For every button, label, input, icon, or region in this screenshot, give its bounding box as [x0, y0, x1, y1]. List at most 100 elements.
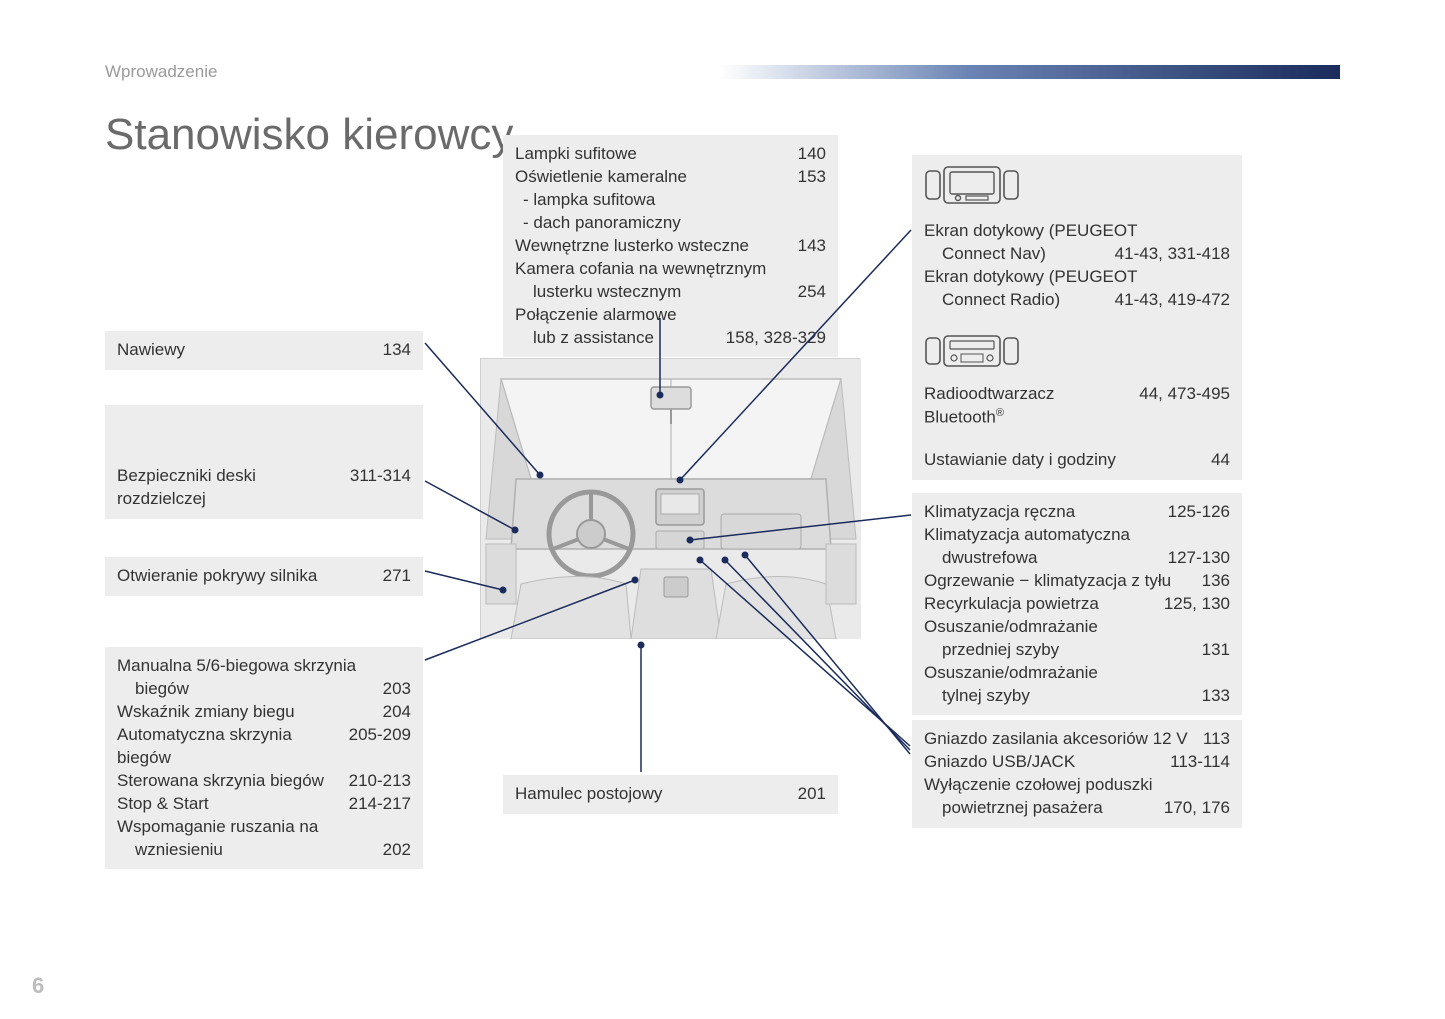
row-pages: 44	[1211, 449, 1230, 472]
index-row: Klimatyzacja ręczna125-126	[924, 501, 1230, 524]
row-pages: 202	[383, 839, 411, 862]
index-row: biegów203	[117, 678, 411, 701]
row-pages: 136	[1202, 570, 1230, 593]
row-label: Klimatyzacja ręczna	[924, 501, 1168, 524]
row-label: Kamera cofania na wewnętrznym	[515, 258, 826, 281]
row-label: przedniej szyby	[924, 639, 1202, 662]
section-label: Wprowadzenie	[105, 62, 217, 82]
header-gradient-bar	[720, 65, 1340, 79]
row-label: Klimatyzacja automatyczna	[924, 524, 1230, 547]
row-label: Ogrzewanie − klimatyzacja z tyłu	[924, 570, 1202, 593]
index-row: Połączenie alarmowe	[515, 304, 826, 327]
index-row: Ekran dotykowy (PEUGEOT	[924, 266, 1230, 289]
row-pages: 113-114	[1170, 751, 1230, 774]
row-pages: 205-209	[349, 724, 411, 747]
index-row: dwustrefowa127-130	[924, 547, 1230, 570]
index-row: przedniej szyby131	[924, 639, 1230, 662]
row-pages: 41-43, 419-472	[1115, 289, 1230, 312]
row-pages: 204	[383, 701, 411, 724]
index-row: Connect Nav)41-43, 331-418	[924, 243, 1230, 266]
row-label: Ekran dotykowy (PEUGEOT	[924, 220, 1230, 243]
row-label: Lampki sufitowe	[515, 143, 798, 166]
row-label: Manualna 5/6-biegowa skrzynia	[117, 655, 411, 678]
index-row: Wspomaganie ruszania na	[117, 816, 411, 839]
index-row: lub z assistance158, 328-329	[515, 327, 826, 350]
row-pages: 125-126	[1168, 501, 1230, 524]
row-label: Otwieranie pokrywy silnika	[117, 565, 383, 588]
row-label: lub z assistance	[515, 327, 726, 350]
box-left-bonnet: Otwieranie pokrywy silnika271	[105, 557, 423, 596]
row-label: biegów	[117, 678, 383, 701]
index-row: Wewnętrzne lusterko wsteczne143	[515, 235, 826, 258]
row-pages: 143	[798, 235, 826, 258]
row-label: Stop & Start	[117, 793, 349, 816]
row-pages: 125, 130	[1164, 593, 1230, 616]
row-pages: 158, 328-329	[726, 327, 826, 350]
bullet-item: - lampka sufitowa	[515, 189, 826, 212]
row-pages: 131	[1202, 639, 1230, 662]
index-row: wzniesieniu202	[117, 839, 411, 862]
row-label: Sterowana skrzynia biegów	[117, 770, 349, 793]
index-row: Radioodtwarzacz Bluetooth®44, 473-495	[924, 383, 1230, 430]
index-row: Gniazdo zasilania akcesoriów 12 V113	[924, 728, 1230, 751]
bullet-item: - dach panoramiczny	[515, 212, 826, 235]
row-pages: 113	[1203, 728, 1230, 751]
index-row: Oświetlenie kameralne153	[515, 166, 826, 189]
row-label: Recyrkulacja powietrza	[924, 593, 1164, 616]
row-label: Wyłączenie czołowej poduszki	[924, 774, 1230, 797]
row-label: Ekran dotykowy (PEUGEOT	[924, 266, 1230, 289]
row-label: Osuszanie/odmrażanie	[924, 616, 1230, 639]
row-pages: 153	[798, 166, 826, 189]
index-row: Recyrkulacja powietrza125, 130	[924, 593, 1230, 616]
row-label: Radioodtwarzacz Bluetooth®	[924, 383, 1139, 430]
row-label: Wspomaganie ruszania na	[117, 816, 411, 839]
row-label: dwustrefowa	[924, 547, 1168, 570]
row-label: Wskaźnik zmiany biegu	[117, 701, 383, 724]
page-number: 6	[32, 973, 44, 999]
index-row: Osuszanie/odmrażanie	[924, 616, 1230, 639]
index-row: Osuszanie/odmrażanie	[924, 662, 1230, 685]
touchscreen-icon	[924, 165, 1230, 212]
index-row: Hamulec postojowy201	[515, 783, 826, 806]
row-pages: 214-217	[349, 793, 411, 816]
row-pages: 254	[798, 281, 826, 304]
index-row: Automatyczna skrzynia biegów205-209	[117, 724, 411, 770]
box-top-center: Lampki sufitowe140Oświetlenie kameralne1…	[503, 135, 838, 357]
row-label: Bezpieczniki deski rozdzielczej	[117, 465, 350, 511]
row-label: Connect Nav)	[924, 243, 1115, 266]
row-label: Connect Radio)	[924, 289, 1115, 312]
index-row: Gniazdo USB/JACK113-114	[924, 751, 1230, 774]
box-left-gearbox: Manualna 5/6-biegowa skrzyniabiegów203Ws…	[105, 647, 423, 869]
index-row: Sterowana skrzynia biegów210-213	[117, 770, 411, 793]
index-row: tylnej szyby133	[924, 685, 1230, 708]
box-left-vents: Nawiewy134	[105, 331, 423, 370]
index-row: Manualna 5/6-biegowa skrzynia	[117, 655, 411, 678]
box-right-sockets: Gniazdo zasilania akcesoriów 12 V113Gnia…	[912, 720, 1242, 828]
row-pages: 127-130	[1168, 547, 1230, 570]
box-right-climate: Klimatyzacja ręczna125-126Klimatyzacja a…	[912, 493, 1242, 715]
index-row: Lampki sufitowe140	[515, 143, 826, 166]
index-row: Stop & Start214-217	[117, 793, 411, 816]
row-pages: 311-314	[350, 465, 411, 488]
row-pages: 201	[798, 783, 826, 806]
row-pages: 203	[383, 678, 411, 701]
row-label: Ustawianie daty i godziny	[924, 449, 1211, 472]
row-pages: 44, 473-495	[1139, 383, 1230, 406]
page-title: Stanowisko kierowcy	[105, 110, 513, 160]
row-label: Nawiewy	[117, 339, 383, 362]
row-label: Osuszanie/odmrażanie	[924, 662, 1230, 685]
row-label: Automatyczna skrzynia biegów	[117, 724, 349, 770]
index-row: Otwieranie pokrywy silnika271	[117, 565, 411, 588]
index-row: Klimatyzacja automatyczna	[924, 524, 1230, 547]
index-row: Kamera cofania na wewnętrznym	[515, 258, 826, 281]
index-row: Ogrzewanie − klimatyzacja z tyłu136	[924, 570, 1230, 593]
row-pages: 41-43, 331-418	[1115, 243, 1230, 266]
box-bottom-center: Hamulec postojowy201	[503, 775, 838, 814]
index-row: Nawiewy134	[117, 339, 411, 362]
box-right-screens: Ekran dotykowy (PEUGEOTConnect Nav)41-43…	[912, 155, 1242, 480]
index-row: Ekran dotykowy (PEUGEOT	[924, 220, 1230, 243]
index-row: Connect Radio)41-43, 419-472	[924, 289, 1230, 312]
row-label: Połączenie alarmowe	[515, 304, 826, 327]
row-pages: 170, 176	[1164, 797, 1230, 820]
row-label: Wewnętrzne lusterko wsteczne	[515, 235, 798, 258]
